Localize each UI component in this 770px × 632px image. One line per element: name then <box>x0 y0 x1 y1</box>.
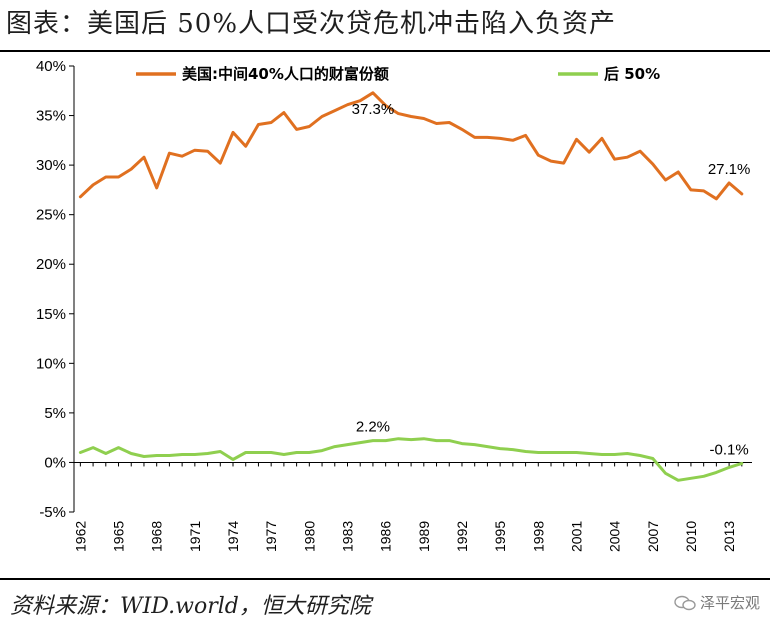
data-label: -0.1% <box>710 441 749 458</box>
title-divider <box>0 50 770 52</box>
legend: 美国:中间40%人口的财富份额 后 50% <box>136 65 660 83</box>
x-tick-label: 1983 <box>339 521 355 552</box>
x-axis-ticks: 1962 1965 1968 1971 1974 1977 1980 1983 1986 1989… <box>72 462 743 552</box>
y-tick-label: 35% <box>36 108 66 125</box>
y-tick-label: 40% <box>36 58 66 75</box>
y-tick-label: -5% <box>39 504 66 521</box>
watermark: 泽平宏观 <box>674 592 760 613</box>
x-tick-label: 2007 <box>645 521 661 552</box>
y-tick-label: 10% <box>36 355 66 372</box>
x-tick-label: 2001 <box>568 521 584 552</box>
page-title: 图表：美国后 50%人口受次贷危机冲击陷入负资产 <box>6 9 617 39</box>
wechat-icon <box>674 595 696 610</box>
x-tick-label: 1974 <box>225 521 241 552</box>
watermark-text: 泽平宏观 <box>699 594 760 612</box>
x-tick-label: 2010 <box>683 521 699 552</box>
x-tick-label: 1989 <box>416 521 432 552</box>
y-tick-label: 25% <box>36 207 66 224</box>
x-tick-label: 2013 <box>721 521 737 552</box>
data-label: 2.2% <box>356 419 390 436</box>
data-label: 27.1% <box>708 161 751 178</box>
y-tick-label: 0% <box>44 454 66 471</box>
x-tick-label: 1992 <box>454 521 470 552</box>
y-tick-label: 20% <box>36 256 66 273</box>
x-tick-label: 1962 <box>72 521 88 552</box>
footer-divider <box>0 578 770 580</box>
x-tick-label: 1968 <box>149 521 165 552</box>
legend-item-middle-40-label: 美国:中间40%人口的财富份额 <box>182 65 389 83</box>
x-tick-label: 1977 <box>263 521 279 552</box>
data-labels: 37.3% 27.1% 2.2% -0.1% <box>352 101 751 459</box>
legend-item-bottom-50-label: 后 50% <box>604 65 660 83</box>
y-tick-label: 15% <box>36 306 66 323</box>
series-group <box>78 91 744 482</box>
x-tick-label: 1971 <box>187 521 203 552</box>
x-tick-label: 1995 <box>492 521 508 552</box>
y-tick-label: 5% <box>44 405 66 422</box>
y-axis-ticks: -5% 0% 5% 10% 15% 20% 25% 30% 35% 40% <box>36 58 74 521</box>
series-line-middle-40 <box>78 91 744 201</box>
x-tick-label: 1986 <box>378 521 394 552</box>
x-tick-label: 2004 <box>607 521 623 552</box>
y-tick-label: 30% <box>36 157 66 174</box>
x-tick-label: 1998 <box>530 521 546 552</box>
source-note: 资料来源：WID.world，恒大研究院 <box>10 594 371 619</box>
x-tick-label: 1980 <box>301 521 317 552</box>
x-tick-label: 1965 <box>111 521 127 552</box>
data-label: 37.3% <box>352 101 395 118</box>
line-chart: -5%0%5%10%15%20%25%30%35%40% 1962 1965 196… <box>36 58 752 552</box>
series-line-bottom-50 <box>78 437 744 482</box>
